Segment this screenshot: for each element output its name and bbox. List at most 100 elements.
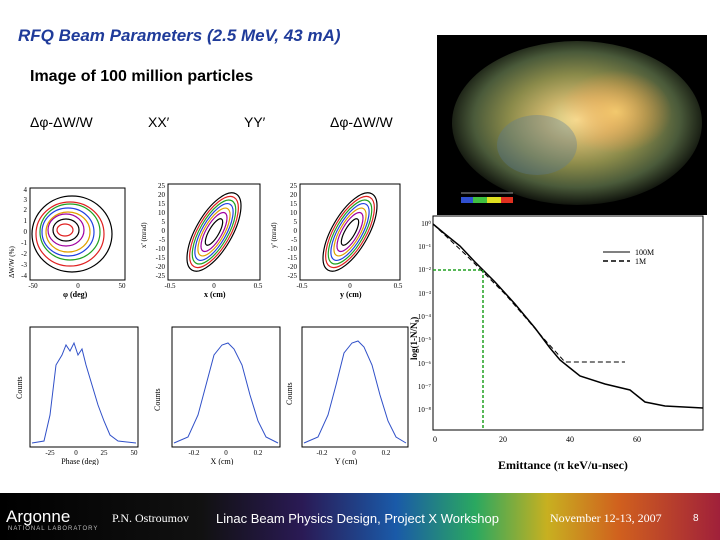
emit-xtick: 40 [566, 435, 574, 444]
slide-title: RFQ Beam Parameters (2.5 MeV, 43 mA) [18, 26, 341, 45]
p2-xlabel: x (cm) [204, 290, 226, 299]
p3-ytick: -10 [288, 245, 298, 253]
p1-xtick: -50 [28, 282, 38, 290]
p1-ytick: 4 [24, 186, 28, 194]
legend-1m: 1M [635, 257, 646, 266]
p3-xtick: 0.5 [394, 282, 403, 290]
p1-ytick: 1 [24, 217, 28, 225]
emit-ytick: 10⁻¹ [418, 243, 431, 251]
h1-xtick: -25 [45, 449, 55, 457]
p1-xlabel: φ (deg) [63, 290, 88, 299]
emit-ytick: 10⁻⁶ [418, 360, 432, 368]
x-histogram: Counts -0.2 0 0.2 X (cm) [153, 326, 281, 465]
emit-ytick: 10⁻² [418, 266, 431, 274]
footer-workshop: Linac Beam Physics Design, Project X Wor… [216, 511, 499, 526]
h2-xtick: 0.2 [254, 449, 263, 457]
p2-ytick: -20 [156, 263, 166, 271]
p3-ytick: -5 [291, 236, 297, 244]
h1-xlabel: Phase (deg) [61, 457, 99, 465]
emit-ytick: 10⁻⁷ [418, 383, 432, 391]
p1-ytick: -4 [21, 272, 27, 280]
p3-ytick: 25 [290, 182, 298, 190]
emit-xlabel: Emittance (π keV/u-nsec) [498, 458, 628, 472]
p1-ytick: -2 [21, 250, 27, 258]
p1-ytick: 3 [24, 196, 28, 204]
emit-ytick: 10⁰ [421, 220, 431, 228]
emit-ytick: 10⁻³ [418, 290, 431, 298]
p1-ylabel: ΔW/W (%) [8, 246, 16, 278]
h1-xtick: 0 [74, 449, 78, 457]
h2-xlabel: X (cm) [211, 457, 234, 465]
p1-ytick: 2 [24, 206, 28, 214]
yy-prime-contour-plot: y' (mrad) 25 20 15 10 5 0 -5 -10 -15 -20… [270, 182, 403, 290]
slide-subtitle: Image of 100 million particles [30, 68, 254, 85]
phase-energy-contour-plot: ΔW/W (%) 4 3 2 1 0 -1 -2 -3 -4 -50 0 50 [8, 186, 127, 290]
p2-ytick: 20 [158, 191, 166, 199]
p3-ytick: 5 [294, 218, 298, 226]
h3-xtick: -0.2 [316, 449, 328, 457]
p2-ytick: -25 [156, 272, 166, 280]
phase-histogram: Counts -25 0 25 50 Phase (deg) [15, 326, 139, 465]
h1-xtick: 25 [101, 449, 109, 457]
p2-ytick: 15 [158, 200, 166, 208]
emittance-plot: 100M 1M 10⁰ 10⁻¹ 10⁻² 10⁻³ 10⁻⁴ 10⁻⁵ 10⁻… [409, 215, 704, 472]
h3-xtick: 0.2 [382, 449, 391, 457]
p2-ytick: 0 [162, 227, 166, 235]
label-yy: YY′ [244, 114, 266, 130]
p1-ytick: -3 [21, 261, 27, 269]
p2-ytick: -15 [156, 254, 166, 262]
p2-xtick: -0.5 [164, 282, 176, 290]
h2-ylabel: Counts [153, 388, 162, 411]
h1-ylabel: Counts [15, 376, 24, 399]
emit-xtick: 60 [633, 435, 641, 444]
p3-ytick: 0 [294, 227, 298, 235]
emit-ylabel: log(1-N/N₀) [409, 317, 419, 360]
xx-prime-contour-plot: x' (mrad) 25 20 15 10 5 0 -5 -10 -15 -20… [140, 182, 263, 290]
emit-xtick: 0 [433, 435, 437, 444]
emit-ytick: 10⁻⁴ [418, 313, 432, 321]
p2-xtick: 0.5 [254, 282, 263, 290]
p1-ytick: 0 [24, 228, 28, 236]
emit-ytick: 10⁻⁸ [418, 406, 432, 414]
footer-bar: Argonne NATIONAL LABORATORY P.N. Ostroum… [0, 493, 720, 540]
label-xx: XX′ [148, 114, 170, 130]
particle-cloud-image [437, 35, 707, 215]
p1-xtick: 0 [76, 282, 80, 290]
argonne-logo: Argonne [6, 507, 71, 526]
p2-ytick: 5 [162, 218, 166, 226]
label-phase-energy: Δφ-ΔW/W [30, 114, 93, 130]
p2-ytick: -10 [156, 245, 166, 253]
p3-xtick: 0 [348, 282, 352, 290]
p3-ytick: -25 [288, 272, 298, 280]
page-number: 8 [693, 513, 699, 524]
footer-date: November 12-13, 2007 [550, 511, 662, 525]
p2-xtick: 0 [212, 282, 216, 290]
footer-author: P.N. Ostroumov [112, 511, 190, 525]
p3-ylabel: y' (mrad) [270, 222, 278, 248]
p1-xtick: 50 [119, 282, 127, 290]
label-phase-energy-2: Δφ-ΔW/W [330, 114, 393, 130]
p2-ytick: -5 [159, 236, 165, 244]
h3-xtick: 0 [352, 449, 356, 457]
y-histogram: Counts -0.2 0 0.2 Y (cm) [285, 326, 409, 465]
p1-ytick: -1 [21, 239, 27, 247]
legend-100m: 100M [635, 248, 654, 257]
p2-ytick: 10 [158, 209, 166, 217]
emit-xtick: 20 [499, 435, 507, 444]
p2-ylabel: x' (mrad) [140, 222, 148, 248]
p3-xlabel: y (cm) [340, 290, 362, 299]
p3-ytick: -20 [288, 263, 298, 271]
p2-ytick: 25 [158, 182, 166, 190]
h3-xlabel: Y (cm) [335, 457, 358, 465]
p3-xtick: -0.5 [296, 282, 308, 290]
p3-ytick: 10 [290, 209, 298, 217]
p3-ytick: -15 [288, 254, 298, 262]
argonne-logo-sub: NATIONAL LABORATORY [8, 526, 99, 532]
h2-xtick: -0.2 [188, 449, 200, 457]
p3-ytick: 20 [290, 191, 298, 199]
p3-ytick: 15 [290, 200, 298, 208]
h1-xtick: 50 [131, 449, 139, 457]
h3-ylabel: Counts [285, 382, 294, 405]
emit-ytick: 10⁻⁵ [418, 336, 432, 344]
h2-xtick: 0 [224, 449, 228, 457]
